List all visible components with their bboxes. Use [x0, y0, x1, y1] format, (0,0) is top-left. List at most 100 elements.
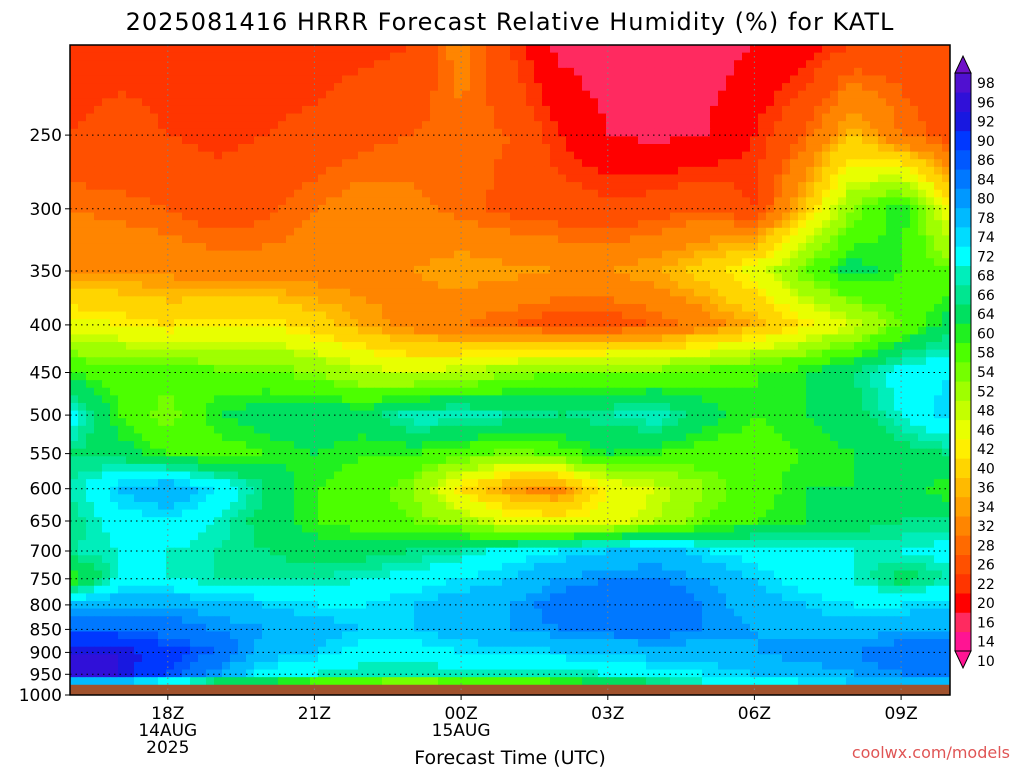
rh-cell [374, 250, 383, 259]
rh-cell [934, 212, 943, 221]
rh-cell [478, 273, 487, 282]
rh-cell [654, 113, 663, 122]
rh-cell [686, 243, 695, 252]
rh-cell [470, 273, 479, 282]
rh-cell [222, 326, 231, 336]
rh-cell [150, 311, 159, 320]
rh-cell [358, 319, 367, 328]
rh-cell [710, 311, 719, 320]
rh-cell [278, 372, 287, 381]
rh-cell [910, 52, 919, 61]
rh-cell [878, 364, 887, 374]
rh-cell [158, 159, 167, 168]
rh-cell [766, 67, 775, 77]
rh-cell [358, 250, 367, 259]
rh-cell [886, 235, 895, 244]
rh-cell [878, 197, 887, 206]
rh-cell [166, 364, 175, 374]
rh-cell [238, 303, 247, 313]
rh-cell [750, 60, 759, 69]
rh-cell [846, 265, 855, 275]
rh-cell [782, 136, 791, 145]
rh-cell [406, 75, 415, 84]
rh-cell [798, 113, 807, 122]
rh-cell [350, 113, 359, 122]
rh-cell [70, 128, 79, 137]
rh-cell [710, 197, 719, 206]
rh-cell [806, 364, 815, 374]
rh-cell [158, 258, 167, 267]
rh-cell [614, 113, 623, 122]
rh-cell [862, 220, 871, 229]
rh-cell [366, 334, 375, 343]
rh-cell [582, 98, 591, 107]
rh-cell [110, 265, 119, 275]
rh-cell [886, 380, 895, 389]
rh-cell [110, 220, 119, 229]
rh-cell [502, 303, 511, 313]
rh-cell [638, 372, 647, 381]
rh-cell [710, 319, 719, 328]
rh-cell [758, 136, 767, 145]
rh-cell [606, 326, 615, 336]
rh-cell [782, 174, 791, 183]
rh-cell [398, 250, 407, 259]
rh-cell [742, 204, 751, 214]
rh-cell [718, 166, 727, 176]
rh-cell [150, 349, 159, 358]
rh-cell [894, 90, 903, 99]
rh-cell [350, 334, 359, 343]
rh-cell [286, 243, 295, 252]
rh-cell [70, 182, 79, 191]
rh-cell [582, 136, 591, 145]
rh-cell [166, 258, 175, 267]
rh-cell [750, 67, 759, 77]
rh-cell [710, 243, 719, 252]
rh-cell [558, 212, 567, 221]
rh-cell [350, 250, 359, 259]
rh-cell [278, 250, 287, 259]
rh-cell [862, 273, 871, 282]
rh-cell [462, 364, 471, 374]
rh-cell [838, 83, 847, 92]
rh-cell [294, 326, 303, 336]
rh-cell [766, 121, 775, 130]
rh-cell [430, 243, 439, 252]
rh-cell [790, 144, 799, 153]
rh-cell [286, 319, 295, 328]
rh-cell [694, 243, 703, 252]
rh-cell [686, 326, 695, 336]
rh-cell [190, 52, 199, 61]
rh-cell [382, 220, 391, 229]
rh-cell [718, 197, 727, 206]
rh-cell [270, 258, 279, 267]
rh-cell [694, 235, 703, 244]
rh-cell [614, 342, 623, 351]
rh-cell [470, 334, 479, 343]
rh-cell [454, 159, 463, 168]
rh-cell [526, 342, 535, 351]
rh-cell [590, 90, 599, 99]
rh-cell [454, 311, 463, 320]
rh-cell [342, 342, 351, 351]
rh-cell [510, 98, 519, 107]
rh-cell [910, 243, 919, 252]
rh-cell [94, 197, 103, 206]
rh-cell [854, 90, 863, 99]
rh-cell [398, 296, 407, 305]
rh-cell [902, 334, 911, 343]
rh-cell [798, 250, 807, 259]
rh-cell [734, 128, 743, 137]
rh-cell [302, 136, 311, 145]
rh-cell [326, 303, 335, 313]
rh-cell [590, 197, 599, 206]
rh-cell [750, 159, 759, 168]
rh-cell [470, 288, 479, 297]
rh-cell [382, 159, 391, 168]
rh-cell [710, 235, 719, 244]
rh-cell [366, 90, 375, 99]
rh-cell [774, 90, 783, 99]
rh-cell [550, 364, 559, 374]
rh-cell [94, 250, 103, 259]
rh-cell [942, 296, 950, 305]
